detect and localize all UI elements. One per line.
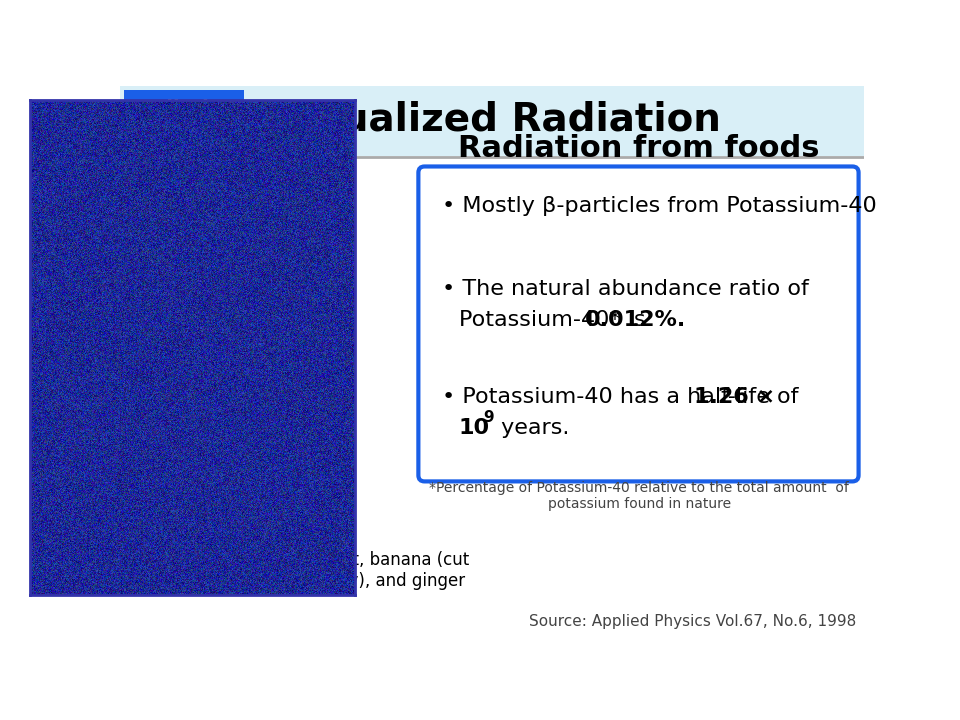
FancyBboxPatch shape [124, 90, 244, 152]
Text: • The natural abundance ratio of: • The natural abundance ratio of [442, 279, 808, 299]
Text: Source: Applied Physics Vol.67, No.6, 1998: Source: Applied Physics Vol.67, No.6, 19… [529, 614, 856, 629]
Text: Radiation
around Us: Radiation around Us [128, 99, 239, 143]
Text: 9: 9 [484, 410, 494, 425]
FancyBboxPatch shape [120, 86, 864, 156]
Text: 10: 10 [459, 418, 490, 438]
Text: Radiographs of pork meat, banana (cut
vertically and horizontally), and ginger: Radiographs of pork meat, banana (cut ve… [143, 551, 469, 590]
FancyBboxPatch shape [419, 166, 858, 482]
Text: • Potassium-40 has a half-life of: • Potassium-40 has a half-life of [442, 387, 805, 407]
Text: Visualized Radiation: Visualized Radiation [275, 101, 721, 138]
Text: • Mostly β-particles from Potassium-40: • Mostly β-particles from Potassium-40 [442, 196, 876, 216]
Text: Radiation from foods: Radiation from foods [459, 134, 820, 163]
Text: years.: years. [494, 418, 569, 438]
Text: Potassium-40* is: Potassium-40* is [459, 310, 653, 330]
Text: 1.26 ×: 1.26 × [694, 387, 776, 407]
Text: 0.012%.: 0.012%. [585, 310, 686, 330]
Text: *Percentage of Potassium-40 relative to the total amount  of
potassium found in : *Percentage of Potassium-40 relative to … [429, 481, 850, 511]
